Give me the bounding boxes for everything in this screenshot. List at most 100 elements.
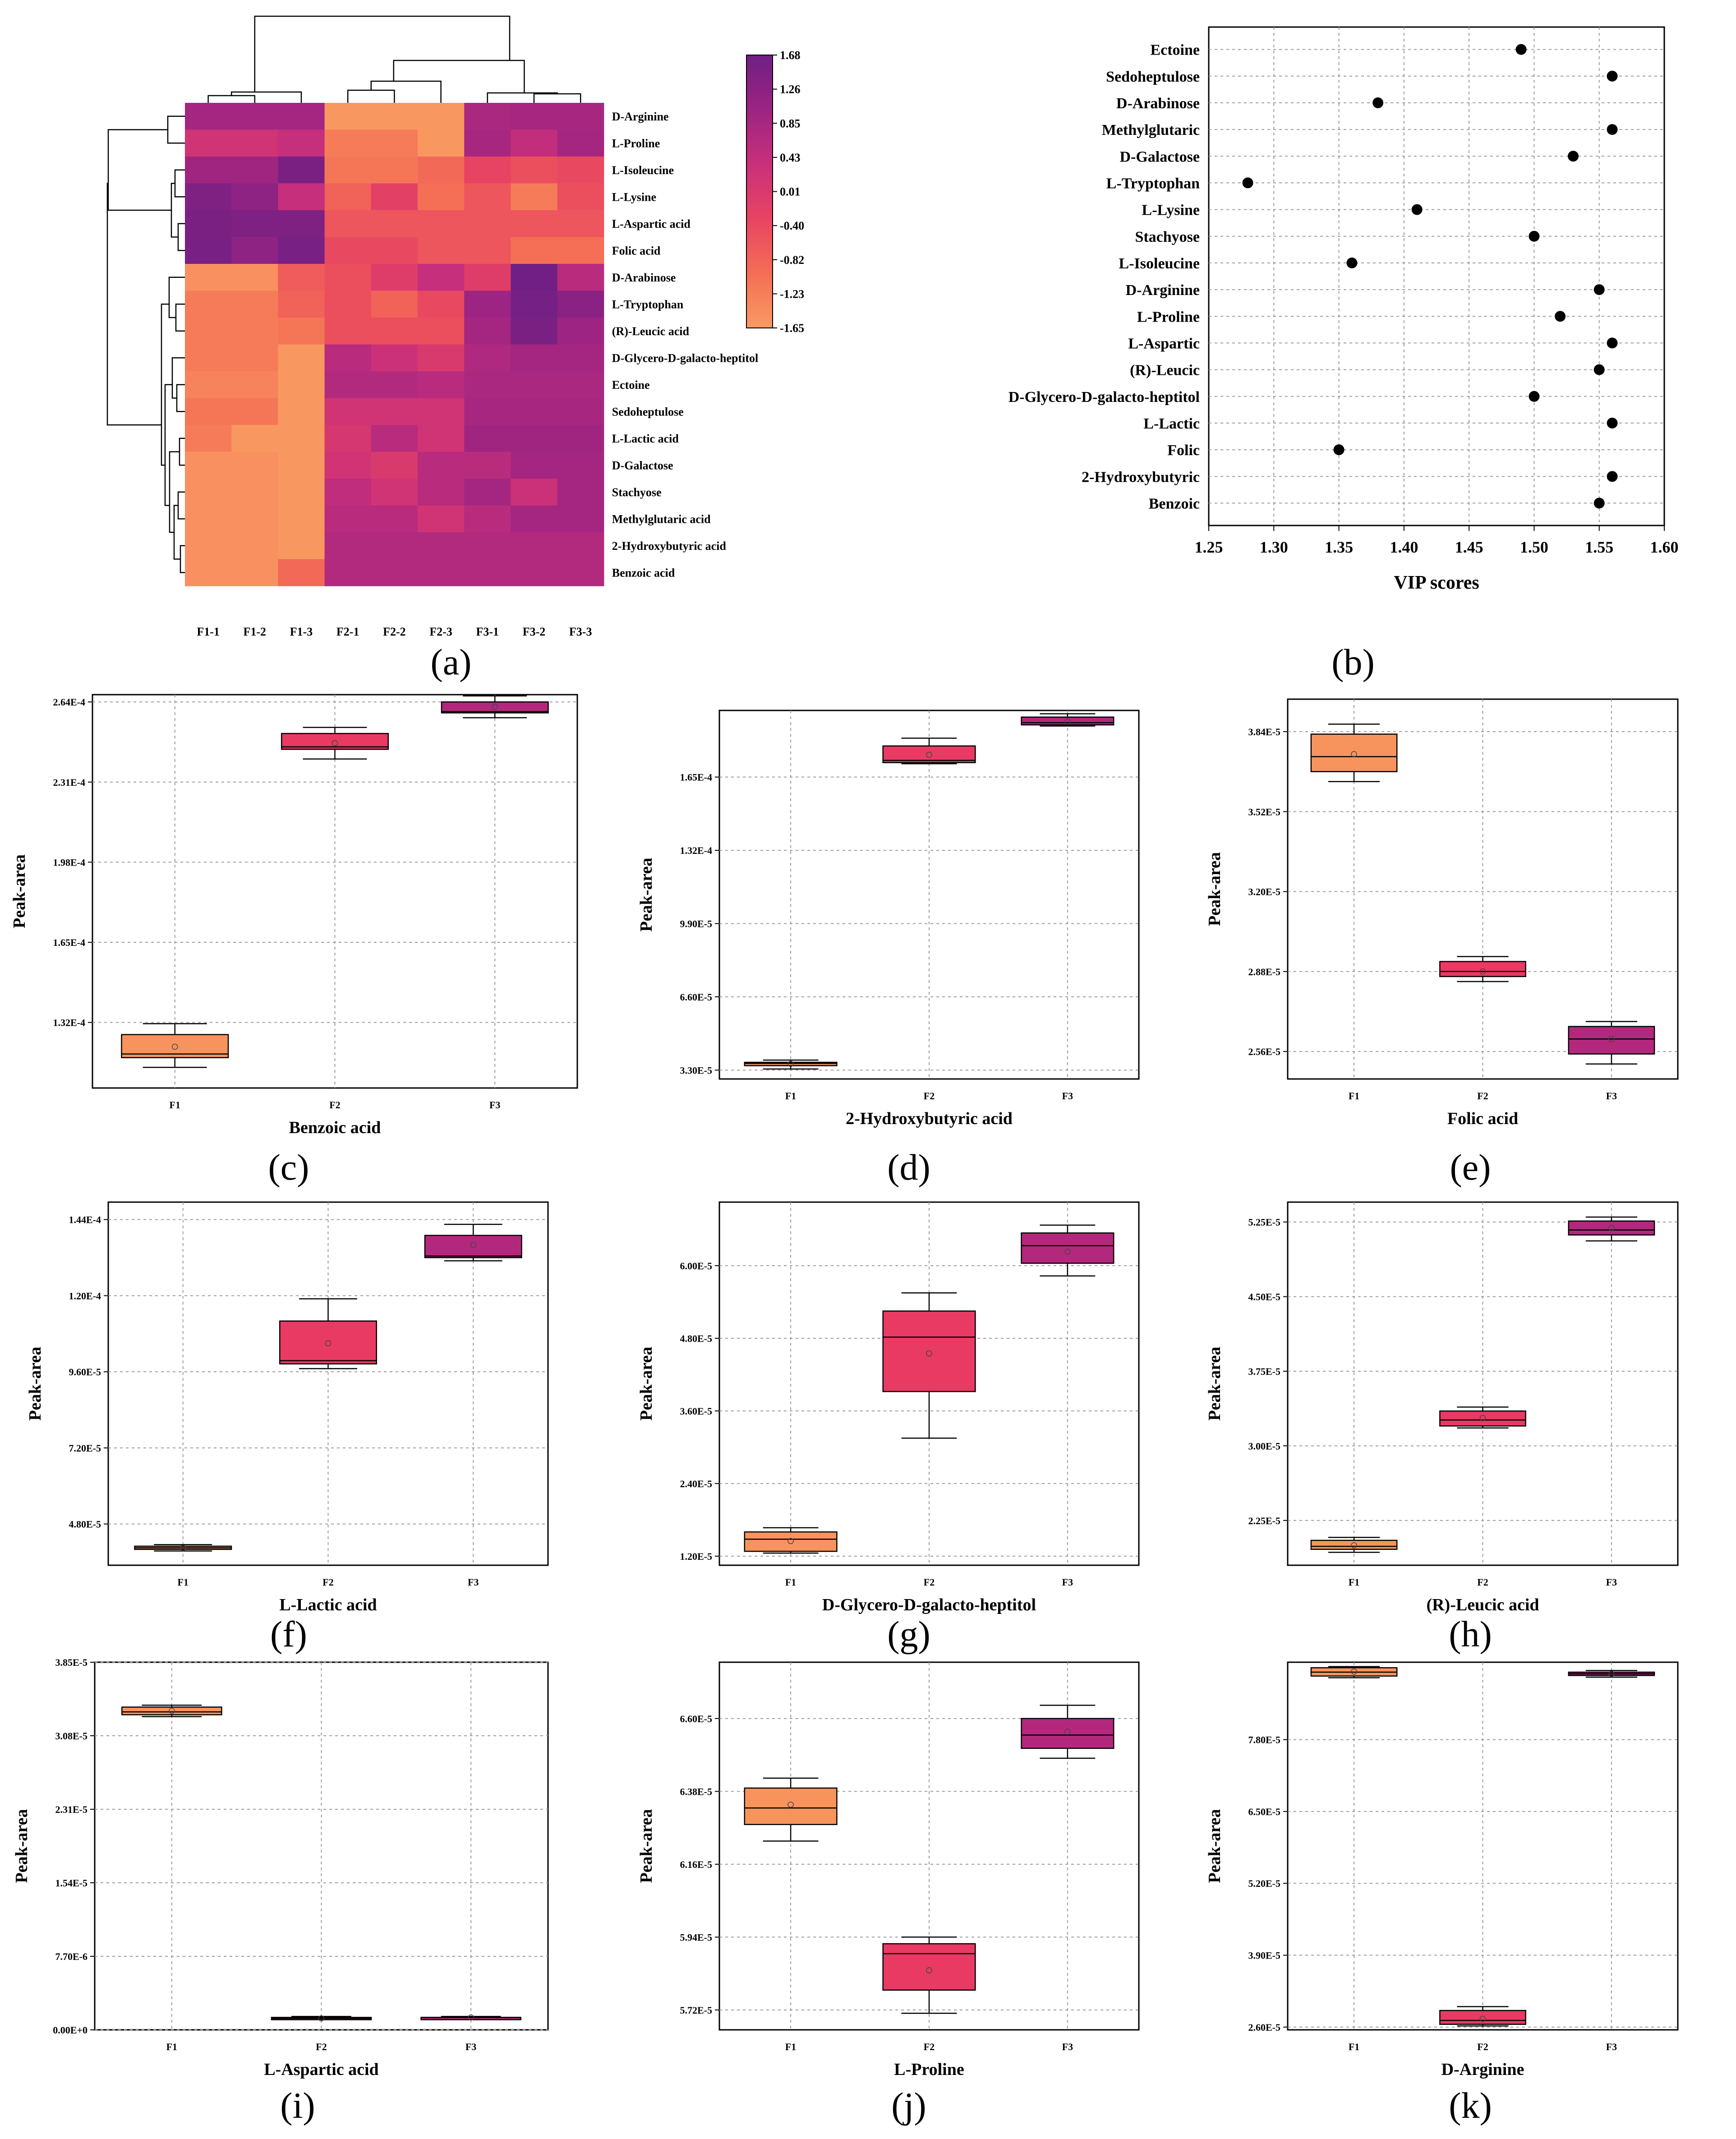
vip-category-label: (R)-Leucic: [1130, 362, 1200, 379]
heatmap-cell: [557, 237, 604, 264]
vip-x-tick-label: 1.60: [1650, 538, 1679, 556]
heatmap-cell: [185, 344, 232, 372]
heatmap-column-label: F2-3: [429, 625, 452, 638]
heatmap-cell: [557, 157, 604, 184]
box-mean-marker: [926, 1967, 932, 1973]
heatmap-cell: [371, 371, 418, 399]
heatmap-cell: [464, 264, 511, 291]
boxplot-x-tick-label: F2: [924, 1577, 935, 1588]
box-f2: [882, 738, 976, 765]
heatmap-column-label: F3-2: [523, 625, 546, 638]
heatmap-row-label: Benzoic acid: [612, 566, 675, 579]
vip-category-label: L-Lactic: [1143, 415, 1200, 432]
vip-score-panel: 1.25 1.30 1.35 1.40 1.45 1.50 1.55 1.60 Ectoine S…: [1008, 26, 1679, 682]
boxplot-y-tick-label: 2.56E-5: [1248, 1046, 1281, 1057]
box-body: [424, 1235, 522, 1259]
heatmap-cell: [418, 290, 465, 318]
boxplot-x-axis-title: D-Arginine: [1441, 2060, 1524, 2079]
heatmap-cell: [464, 371, 511, 399]
heatmap-cell: [278, 559, 325, 586]
heatmap-cell: [511, 371, 558, 399]
heatmap-cell: [278, 505, 325, 533]
boxplot-x-tick-label: F3: [1062, 1577, 1073, 1588]
heatmap-cell: [371, 344, 418, 372]
heatmap-cell: [185, 290, 232, 318]
vip-point: [1607, 70, 1618, 82]
heatmap-cell: [418, 505, 465, 533]
heatmap-row-label: Stachyose: [612, 486, 662, 499]
heatmap-row-label: Sedoheptulose: [612, 405, 684, 418]
heatmap-row-label: L-Aspartic acid: [612, 217, 691, 230]
heatmap-cell: [278, 264, 325, 291]
boxplot-y-tick-label: 1.20E-4: [69, 1290, 101, 1301]
box-f2: [882, 1936, 976, 2014]
boxplot-x-axis-title: L-Lactic acid: [279, 1595, 377, 1614]
boxplot-x-tick-label: F2: [924, 1090, 935, 1102]
heatmap-cell: [557, 103, 604, 130]
heatmap-cell: [557, 183, 604, 211]
box-body: [1310, 733, 1398, 772]
heatmap-cell: [464, 505, 511, 533]
boxplot-y-tick-label: 6.38E-5: [680, 1786, 713, 1797]
box-f3: [1568, 1021, 1655, 1065]
boxplot-y-tick-label: 5.94E-5: [680, 1932, 713, 1943]
vip-point: [1242, 177, 1253, 189]
heatmap-cell: [231, 344, 278, 372]
box-mean-marker: [172, 1043, 178, 1050]
dendrogram-branch: [106, 183, 161, 426]
heatmap-row-label: L-Proline: [612, 137, 660, 150]
heatmap-cell: [418, 559, 465, 586]
heatmap-cell: [418, 532, 465, 560]
boxplot-panels: 1.32E-4 1.65E-4 1.98E-4 2.31E-4 2.64E-4 F1 F2 F…: [10, 694, 1679, 2126]
heatmap-cell: [557, 318, 604, 345]
box-f3: [441, 695, 549, 719]
heatmap-cell: [185, 237, 232, 264]
vip-point: [1346, 257, 1358, 268]
boxplot-y-tick-label: 1.44E-4: [69, 1214, 101, 1226]
boxplot-x-tick-label: F3: [1062, 1090, 1073, 1102]
heatmap-row-label: (R)-Leucic acid: [612, 325, 690, 338]
vip-x-tick-label: 1.35: [1325, 538, 1353, 556]
vip-category-label: Stachyose: [1135, 229, 1200, 245]
heatmap-cell: [324, 505, 372, 533]
boxplot-y-tick-label: 1.32E-4: [53, 1017, 86, 1028]
box-mean-marker: [318, 2015, 325, 2022]
boxplot-x-tick-label: F3: [465, 2041, 476, 2052]
heatmap-cell: [557, 344, 604, 372]
heatmap-cell: [557, 425, 604, 452]
vip-x-tick-label: 1.55: [1585, 538, 1613, 556]
heatmap-cell: [511, 398, 558, 425]
heatmap-cell: [557, 290, 604, 318]
heatmap-cell: [418, 264, 465, 291]
heatmap-cell: [231, 479, 278, 506]
heatmap-cell: [371, 183, 418, 211]
heatmap-cell: [185, 505, 232, 533]
boxplot-x-tick-label: F1: [166, 2041, 177, 2052]
heatmap-cell: [464, 290, 511, 318]
colorbar-tick-label: 0.43: [780, 151, 801, 164]
panel-label: (g): [887, 1613, 930, 1655]
heatmap-cell: [464, 210, 511, 238]
vip-point: [1607, 337, 1618, 349]
box-mean-marker: [470, 1242, 476, 1248]
vip-point: [1593, 498, 1605, 509]
vip-point: [1593, 284, 1605, 295]
heatmap-cell: [418, 371, 465, 399]
box-f3: [1021, 713, 1114, 727]
dendrogram-branch: [164, 384, 172, 506]
heatmap-cell: [371, 210, 418, 238]
box-f1: [744, 1527, 838, 1554]
panel-label: (h): [1449, 1613, 1492, 1655]
heatmap-cell: [231, 237, 278, 264]
boxplot-x-tick-label: F3: [1606, 1090, 1617, 1102]
box-f2: [1439, 1406, 1526, 1429]
boxplot-x-axis-title: Folic acid: [1447, 1109, 1518, 1128]
boxplot-x-axis-title: L-Proline: [894, 2060, 964, 2079]
boxplot-x-tick-label: F3: [468, 1577, 479, 1588]
heatmap-cell: [464, 318, 511, 345]
heatmap-cell: [371, 425, 418, 452]
heatmap-cell: [324, 103, 372, 130]
heatmap-cell: [511, 505, 558, 533]
heatmap-cell: [324, 318, 372, 345]
